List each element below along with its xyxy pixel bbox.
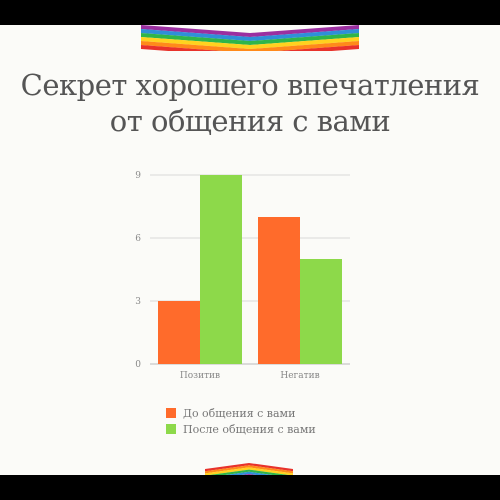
bar-after-0 <box>200 175 242 364</box>
ribbon-stripe <box>141 45 359 51</box>
bar-chart: 0 3 6 9 Позитив Негатив <box>135 171 350 381</box>
x-tick-label: Негатив <box>280 371 319 381</box>
ribbon-stripe <box>141 37 359 49</box>
ribbon-stripe <box>241 474 257 475</box>
ribbon-stripe <box>205 465 293 474</box>
legend-label-before: До общения с вами <box>183 406 296 420</box>
ribbon-stripe <box>205 463 293 472</box>
legend-swatch-before <box>166 408 176 418</box>
ribbon-stripe <box>141 29 359 41</box>
ribbon-stripe <box>225 471 273 475</box>
ribbon-stripe <box>209 469 289 475</box>
rainbow-banner-bottom <box>205 463 293 475</box>
legend-item-after: После общения с вами <box>166 421 316 437</box>
chart-legend: До общения с вами После общения с вами <box>166 405 316 437</box>
x-tick-label: Позитив <box>180 371 220 381</box>
slide: Секрет хорошего впечатления от общения с… <box>0 25 500 475</box>
bar-after-1 <box>300 259 342 364</box>
rainbow-banner-top <box>141 25 359 51</box>
legend-label-after: После общения с вами <box>183 422 316 436</box>
y-tick-label: 9 <box>135 171 141 181</box>
ribbon-stripe <box>141 41 359 51</box>
legend-item-before: До общения с вами <box>166 405 316 421</box>
y-tick-label: 0 <box>135 360 141 370</box>
y-tick-label: 6 <box>135 234 141 244</box>
legend-swatch-after <box>166 424 176 434</box>
ribbon-stripe <box>141 25 359 37</box>
bar-before-1 <box>258 217 300 364</box>
ribbon-stripe <box>141 33 359 45</box>
slide-title-line-1: Секрет хорошего впечатления <box>20 68 480 102</box>
y-tick-label: 3 <box>135 297 141 307</box>
ribbon-stripe <box>205 467 293 475</box>
bar-before-0 <box>158 301 200 364</box>
slide-title-line-2: от общения с вами <box>109 104 391 138</box>
slide-title: Секрет хорошего впечатления от общения с… <box>0 67 500 139</box>
